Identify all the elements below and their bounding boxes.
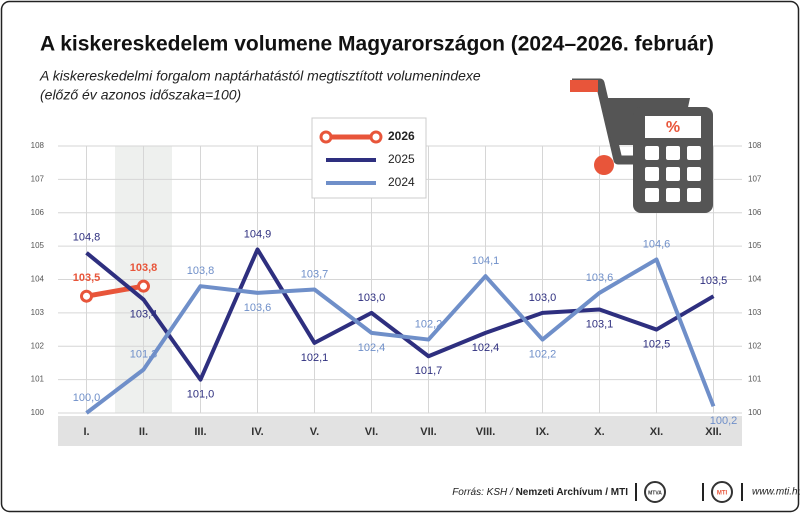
legend-label: 2024 [388, 175, 415, 189]
data-label: 102,1 [301, 352, 329, 364]
legend-marker [319, 130, 333, 144]
category-strip [58, 416, 742, 446]
data-label: 100,0 [73, 392, 101, 404]
x-tick-label: IX. [536, 426, 549, 438]
y2-tick-label: 103 [748, 308, 762, 317]
data-label: 104,6 [643, 238, 671, 250]
data-label: 103,8 [187, 265, 215, 277]
y2-tick-label: 101 [748, 375, 762, 384]
source-prefix: Forrás: KSH / [452, 487, 514, 498]
calculator-keys [645, 146, 701, 202]
data-label: 100,2 [710, 415, 738, 427]
x-tick-label: VIII. [476, 426, 496, 438]
data-label: 104,8 [73, 232, 101, 244]
source: Forrás: KSH / Nemzeti Archívum / MTI [452, 487, 628, 498]
y-tick-label: 107 [31, 174, 45, 183]
point-marker [137, 279, 150, 293]
data-label: 101,7 [415, 365, 443, 377]
legend-marker [369, 130, 383, 144]
y-tick-label: 106 [31, 208, 45, 217]
subtitle-note: (előző év azonos időszaka=100) [40, 87, 241, 103]
url: www.mti.hu [752, 487, 800, 498]
data-label: 102,4 [472, 342, 500, 354]
data-label: 102,4 [358, 342, 386, 354]
series-line [85, 257, 716, 415]
legend-label: 2025 [388, 152, 415, 166]
x-tick-label: IV. [251, 426, 263, 438]
data-label: 103,5 [700, 275, 728, 287]
data-label: 102,2 [529, 348, 557, 360]
cart-wheel [594, 155, 614, 175]
y2-tick-label: 108 [748, 141, 762, 150]
logo: MTI [717, 491, 728, 497]
chart-title: A kiskereskedelem volumene Magyarországo… [40, 33, 714, 56]
y-tick-label: 105 [31, 241, 45, 250]
data-label: 104,9 [244, 228, 272, 240]
legend-label: 2026 [388, 129, 415, 143]
x-tick-label: VII. [420, 426, 437, 438]
cart-icon: % [570, 78, 713, 213]
y-tick-label: 108 [31, 141, 45, 150]
x-tick-label: I. [83, 426, 89, 438]
cart-grip [570, 80, 598, 92]
data-label: 103,7 [301, 268, 329, 280]
x-tick-label: XII. [705, 426, 722, 438]
data-label: 103,0 [358, 292, 386, 304]
percent-sign: % [666, 119, 680, 136]
data-label: 102,5 [643, 338, 671, 350]
x-tick-label: V. [310, 426, 319, 438]
data-label: 101,0 [187, 389, 215, 401]
plot: 100 101 102 103 104 105 106 107 108 100 101 102 103 1… [31, 117, 762, 446]
data-label: 103,1 [586, 318, 614, 330]
y2-tick-label: 105 [748, 241, 762, 250]
y2-tick-label: 102 [748, 341, 762, 350]
y-tick-label: 101 [31, 375, 45, 384]
y-tick-label: 102 [31, 341, 45, 350]
logo-ring [711, 481, 733, 503]
data-label: 103,5 [73, 272, 101, 284]
source-bold: Nemzeti Archívum / MTI [516, 487, 629, 498]
x-tick-label: X. [594, 426, 604, 438]
data-label: 103,6 [586, 272, 614, 284]
y2-tick-label: 107 [748, 174, 762, 183]
x-tick-label: III. [194, 426, 206, 438]
y-tick-label: 103 [31, 308, 45, 317]
data-label: 103,6 [244, 302, 272, 314]
point-marker [80, 289, 93, 303]
data-label: 101,3 [130, 349, 158, 361]
legend: 2026 2025 2024 [311, 117, 427, 199]
data-label: 102,2 [415, 318, 443, 330]
subtitle: A kiskereskedelmi forgalom naptárhatástó… [39, 68, 481, 84]
y2-tick-label: 104 [748, 275, 762, 284]
data-label: 103,8 [130, 262, 158, 274]
y-tick-label: 104 [31, 275, 45, 284]
data-label: 103,4 [130, 308, 158, 320]
data-label: 104,1 [472, 255, 500, 267]
calculator-screen [645, 116, 701, 138]
y2-tick-label: 100 [748, 408, 762, 417]
logo-ring [644, 481, 666, 503]
series-line [86, 283, 144, 299]
y-tick-label: 100 [31, 408, 45, 417]
x-tick-label: XI. [650, 426, 663, 438]
y2-tick-label: 106 [748, 208, 762, 217]
data-label: 103,0 [529, 292, 557, 304]
x-tick-label: II. [139, 426, 148, 438]
logo: MTVA [648, 490, 662, 496]
x-tick-label: VI. [365, 426, 378, 438]
